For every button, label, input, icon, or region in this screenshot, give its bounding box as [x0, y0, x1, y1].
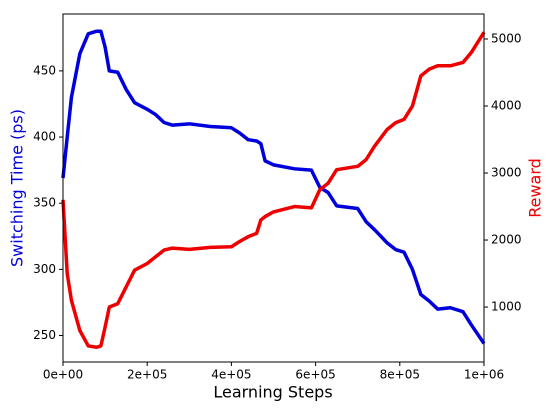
series-line [61, 31, 486, 350]
y-tick-label: 350 [33, 196, 56, 210]
y-tick-label: 300 [33, 262, 56, 276]
x-tick-label: 8e+05 [380, 368, 420, 382]
plot-frame [62, 13, 485, 363]
y2-tick-label: 5000 [491, 31, 522, 45]
y-tick-label: 400 [33, 130, 56, 144]
series-line [61, 29, 486, 345]
y-tick-label: 250 [33, 328, 56, 342]
x-tick-label: 2e+05 [127, 368, 167, 382]
y2-axis-label: Reward [526, 158, 545, 218]
x-tick-label: 0e+00 [43, 368, 83, 382]
x-tick-label: 6e+05 [295, 368, 335, 382]
x-tick-label: 4e+05 [211, 368, 251, 382]
x-tick-label: 1e+06 [464, 368, 504, 382]
y2-tick-label: 3000 [491, 166, 522, 180]
y2-tick-label: 2000 [491, 233, 522, 247]
y2-tick-label: 4000 [491, 99, 522, 113]
y-axis-label: Switching Time (ps) [8, 109, 27, 267]
y2-tick-label: 1000 [491, 300, 522, 314]
x-axis-label: Learning Steps [213, 383, 332, 402]
y-tick-label: 450 [33, 63, 56, 77]
